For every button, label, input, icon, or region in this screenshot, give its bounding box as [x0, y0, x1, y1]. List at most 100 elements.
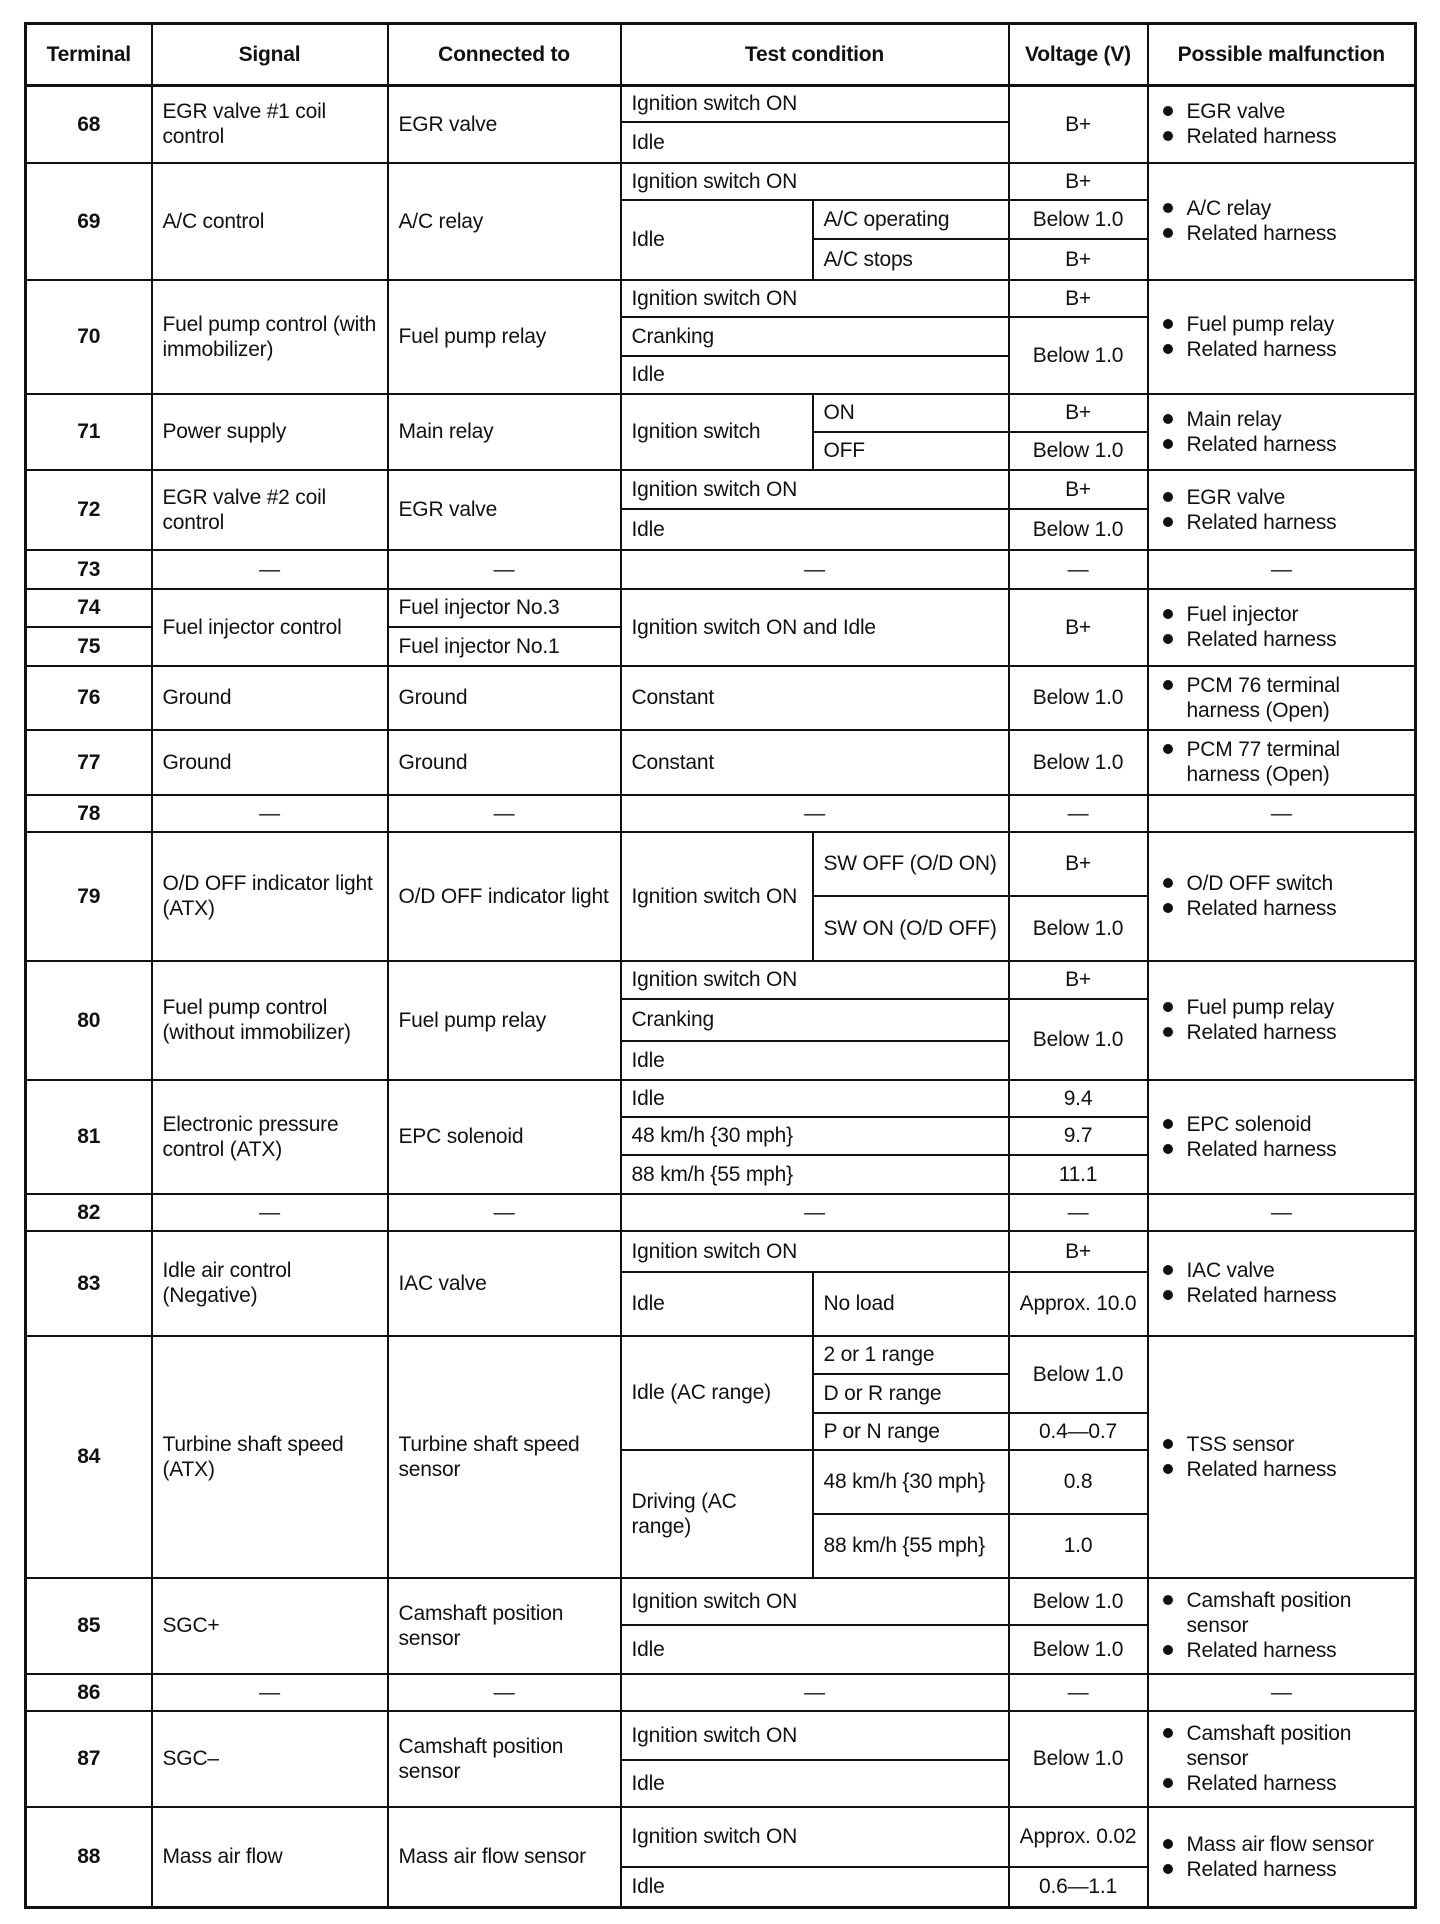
malfunction-text: Related harness: [1186, 1137, 1337, 1161]
text-cell: Idle: [619, 1078, 1010, 1118]
terminal-voltage-table: Terminal Signal Connected to Test condit…: [24, 22, 1417, 1909]
malfunction-text: Related harness: [1186, 1857, 1337, 1881]
malfunction-item: Related harness: [1159, 124, 1405, 149]
malfunction-text: EGR valve: [1186, 485, 1286, 509]
text-cell: Fuel injector No.1: [386, 625, 622, 667]
text-cell: 88 km/h {55 mph}: [811, 1512, 1010, 1579]
text-cell: EGR valve: [386, 468, 622, 551]
terminal-cell: 79: [24, 830, 153, 962]
malfunction-text: Related harness: [1186, 222, 1337, 245]
malfunction-text: PCM 76 terminal harness (Open): [1186, 673, 1341, 722]
text-cell: A/C relay: [386, 161, 622, 281]
malfunction-item: IAC valve: [1159, 1258, 1405, 1283]
malfunction-list: TSS sensor Related harness: [1159, 1432, 1405, 1482]
empty-cell: —: [386, 1672, 622, 1712]
text-cell: EGR valve #2 coil control: [150, 468, 389, 551]
terminal-cell: 75: [24, 625, 153, 667]
table-row: SW ON (O/D OFF) Below 1.0: [26, 894, 1416, 962]
bullet-icon: [1162, 1143, 1173, 1154]
malfunction-item: Related harness: [1159, 1857, 1405, 1882]
table-row: 86— — — — —: [24, 1672, 1417, 1712]
malfunction-cell: TSS sensor Related harness: [1146, 1334, 1417, 1579]
malfunction-item: Related harness: [1159, 627, 1405, 652]
empty-cell: —: [386, 1192, 622, 1232]
malfunction-text: A/C relay: [1186, 197, 1272, 220]
voltage-cell: Below 1.0: [1007, 1709, 1149, 1808]
empty-cell: —: [619, 548, 1010, 590]
bullet-icon: [1162, 106, 1173, 117]
malfunction-text: IAC valve: [1186, 1259, 1275, 1282]
malfunction-cell: EGR valve Related harness: [1146, 468, 1417, 551]
voltage-cell: Below 1.0: [1007, 198, 1149, 240]
text-cell: A/C control: [150, 161, 389, 281]
bullet-icon: [1162, 516, 1173, 527]
empty-cell: —: [1007, 1192, 1149, 1232]
malfunction-cell: IAC valve Related harness: [1146, 1229, 1417, 1337]
text-cell: Idle: [619, 120, 1010, 164]
malfunction-item: Mass air flow sensor: [1159, 1832, 1405, 1857]
text-cell: EGR valve: [386, 84, 622, 164]
voltage-cell: Below 1.0: [1007, 997, 1149, 1081]
text-cell: O/D OFF indicator light: [386, 830, 622, 962]
text-cell: Power supply: [150, 392, 389, 471]
bullet-icon: [1162, 1728, 1173, 1738]
voltage-cell: Below 1.0: [1007, 1576, 1149, 1626]
malfunction-item: PCM 77 terminal harness (Open): [1159, 737, 1405, 787]
empty-cell: —: [1146, 1672, 1417, 1712]
malfunction-text: Related harness: [1186, 1457, 1337, 1481]
malfunction-item: Related harness: [1159, 1020, 1405, 1045]
malfunction-item: TSS sensor: [1159, 1432, 1405, 1457]
malfunction-text: Camshaft position sensor: [1186, 1722, 1352, 1770]
table-row: 88 km/h {55 mph} 1.0: [26, 1512, 1416, 1579]
table-row: 72 EGR valve #2 coil control EGR valve Igni…: [24, 468, 1417, 551]
terminal-cell: 73: [24, 548, 153, 590]
header-signal: Signal: [150, 22, 389, 87]
voltage-cell: Approx. 10.0: [1007, 1270, 1149, 1337]
malfunction-item: Related harness: [1159, 221, 1405, 246]
text-cell: Ignition switch ON: [619, 830, 814, 962]
text-cell: Idle: [619, 1623, 1010, 1675]
table-row: 70 Fuel pump control (with immobilizer) Fu…: [24, 278, 1417, 395]
voltage-cell: B+: [1007, 1229, 1149, 1273]
malfunction-item: Related harness: [1159, 510, 1405, 535]
malfunction-item: Fuel pump relay: [1159, 995, 1405, 1020]
text-cell: Ground: [150, 728, 389, 796]
terminal-cell: 74: [24, 587, 153, 628]
malfunction-item: Related harness: [1159, 337, 1405, 362]
text-cell: Idle: [619, 1758, 1010, 1808]
empty-cell: —: [619, 793, 1010, 833]
voltage-cell: B+: [1007, 959, 1149, 1000]
malfunction-list: PCM 76 terminal harness (Open): [1159, 673, 1405, 723]
text-cell: EGR valve #1 coil control: [150, 84, 389, 164]
terminal-cell: 82: [24, 1192, 153, 1232]
malfunction-item: O/D OFF switch: [1159, 871, 1405, 896]
table-row: 80 Fuel pump control (without immobilizer…: [24, 959, 1417, 1081]
malfunction-text: Related harness: [1186, 125, 1337, 149]
table-row: 85 SGC+ Camshaft position sensor Ignition s…: [24, 1576, 1417, 1675]
table-row: Idle Below 1.0: [26, 1623, 1416, 1675]
bullet-icon: [1162, 131, 1173, 142]
malfunction-item: Related harness: [1159, 1638, 1405, 1663]
empty-cell: —: [150, 1672, 389, 1712]
text-cell: Fuel pump relay: [386, 959, 622, 1081]
bullet-icon: [1162, 438, 1173, 449]
malfunction-item: EPC solenoid: [1159, 1112, 1405, 1137]
empty-cell: —: [150, 793, 389, 833]
table-row: A/C stops B+: [26, 237, 1416, 281]
text-cell: SGC+: [150, 1576, 389, 1675]
table-row: OFF Below 1.0: [26, 430, 1416, 471]
malfunction-item: Related harness: [1159, 1283, 1405, 1308]
bullet-icon: [1162, 1118, 1173, 1129]
text-cell: 48 km/h {30 mph}: [619, 1115, 1010, 1156]
table-row: 68 EGR valve #1 coil control EGR valve Igni…: [24, 84, 1417, 164]
text-cell: OFF: [811, 430, 1010, 471]
text-cell: Mass air flow: [150, 1805, 389, 1909]
text-cell: SW ON (O/D OFF): [811, 894, 1010, 962]
empty-cell: —: [1146, 1192, 1417, 1232]
malfunction-list: Fuel injector Related harness: [1159, 602, 1405, 652]
bullet-icon: [1162, 878, 1173, 888]
voltage-cell: B+: [1007, 161, 1149, 201]
malfunction-text: Fuel pump relay: [1186, 996, 1335, 1019]
malfunction-item: EGR valve: [1159, 99, 1405, 124]
voltage-cell: 9.4: [1007, 1078, 1149, 1118]
